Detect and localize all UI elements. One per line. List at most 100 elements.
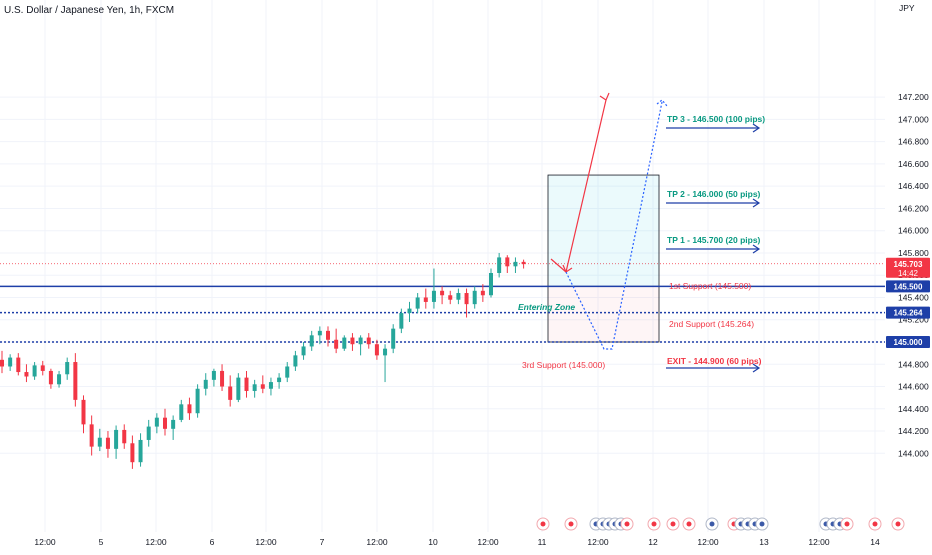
candle-body xyxy=(350,337,355,345)
take-profit-label: TP 1 - 145.700 (20 pips) xyxy=(667,235,761,245)
candle-body xyxy=(252,384,257,391)
time-tick-label: 12:00 xyxy=(477,537,499,547)
candle-body xyxy=(342,337,347,349)
event-marker-dot xyxy=(540,521,546,527)
candle-body xyxy=(32,365,37,377)
take-profit-label: TP 3 - 146.500 (100 pips) xyxy=(667,114,765,124)
target-arrow-head xyxy=(752,198,761,208)
price-tick-label: 147.000 xyxy=(898,114,929,124)
candle-body xyxy=(399,313,404,329)
candle-body xyxy=(374,344,379,356)
candle-body xyxy=(497,257,502,273)
time-tick-label: 12:00 xyxy=(366,537,388,547)
candle-body xyxy=(122,429,127,444)
economic-events[interactable] xyxy=(536,517,905,531)
price-tick-label: 144.000 xyxy=(898,448,929,458)
event-marker-dot xyxy=(709,521,715,527)
candle-body xyxy=(81,399,86,425)
candle-body xyxy=(138,439,143,463)
candle-body xyxy=(179,404,184,420)
event-marker-dot xyxy=(895,521,901,527)
entering-zone-label: Entering Zone xyxy=(518,302,575,312)
time-tick-label: 7 xyxy=(320,537,325,547)
candle-body xyxy=(309,335,314,347)
candles xyxy=(0,252,526,469)
price-tick-label: 146.800 xyxy=(898,137,929,147)
candle-body xyxy=(383,348,388,356)
candle-body xyxy=(146,426,151,440)
time-tick-label: 5 xyxy=(99,537,104,547)
candle-body xyxy=(57,374,62,385)
candle-body xyxy=(244,377,249,391)
candle-body xyxy=(334,339,339,349)
annotations: TP 3 - 146.500 (100 pips) TP 2 - 146.000 … xyxy=(518,114,765,373)
candle-body xyxy=(8,357,13,367)
candle-body xyxy=(187,404,192,414)
time-tick-label: 12:00 xyxy=(145,537,167,547)
price-axis[interactable]: 144.000 144.200 144.400 144.600 144.800 145.0… xyxy=(886,3,930,458)
candle-body xyxy=(73,362,78,400)
candle-body xyxy=(358,337,363,345)
price-tick-label: 146.000 xyxy=(898,226,929,236)
level-price-tag xyxy=(886,306,930,319)
event-marker-dot xyxy=(624,521,630,527)
candle-body xyxy=(0,359,4,367)
projection-paths xyxy=(550,92,668,350)
time-tick-label: 12:00 xyxy=(808,537,830,547)
grid xyxy=(0,0,885,532)
time-tick-label: 12:00 xyxy=(697,537,719,547)
candle-body xyxy=(423,297,428,302)
level-price-tag-text: 145.264 xyxy=(894,309,923,318)
candle-body xyxy=(464,293,469,305)
candle-body xyxy=(236,377,241,400)
level-price-tag xyxy=(886,280,930,293)
support-label: 2nd Support (145.264) xyxy=(669,319,754,329)
time-tick-label: 11 xyxy=(538,537,547,547)
candle-body xyxy=(89,424,94,447)
current-price-tag xyxy=(886,257,930,278)
candle-body xyxy=(24,372,29,377)
time-tick-label: 12:00 xyxy=(34,537,56,547)
candle-body xyxy=(415,297,420,309)
support-label: 3rd Support (145.000) xyxy=(522,360,605,370)
candle-body xyxy=(220,370,225,387)
currency-label: JPY xyxy=(899,3,915,13)
candle-body xyxy=(431,290,436,302)
price-tick-label: 144.800 xyxy=(898,359,929,369)
price-tick-label: 146.600 xyxy=(898,159,929,169)
price-tick-label: 145.400 xyxy=(898,292,929,302)
candle-body xyxy=(16,357,21,373)
time-axis[interactable]: 12:00 5 12:00 6 12:00 7 12:00 10 12:00 11 12:00 12 1… xyxy=(34,537,880,547)
candle-body xyxy=(440,290,445,296)
candle-body xyxy=(480,290,485,296)
candle-body xyxy=(48,370,53,385)
level-price-tag-text: 145.500 xyxy=(894,282,923,291)
time-tick-label: 14 xyxy=(870,537,880,547)
candle-body xyxy=(391,328,396,349)
candle-body xyxy=(228,386,233,400)
time-tick-label: 12:00 xyxy=(255,537,277,547)
arrow-head-up xyxy=(599,92,610,101)
candle-body xyxy=(203,379,208,389)
candle-body xyxy=(448,295,453,300)
trade-zone xyxy=(547,174,660,343)
exit-arrow-head xyxy=(752,363,761,373)
time-tick-label: 13 xyxy=(759,537,769,547)
candle-body xyxy=(195,388,200,414)
candle-body xyxy=(171,419,176,429)
candle-body xyxy=(40,365,45,371)
target-arrow-head xyxy=(752,123,761,133)
candle-body xyxy=(277,377,282,383)
candle-body xyxy=(105,437,110,449)
time-tick-label: 12:00 xyxy=(587,537,609,547)
alternate-path-arrow xyxy=(565,101,663,350)
event-marker-dot xyxy=(759,521,765,527)
take-profit-label: TP 2 - 146.000 (50 pips) xyxy=(667,189,761,199)
candle-body xyxy=(317,330,322,336)
level-price-tag-text: 145.000 xyxy=(894,338,923,347)
price-tick-label: 145.200 xyxy=(898,315,929,325)
time-tick-label: 6 xyxy=(210,537,215,547)
symbol-title[interactable]: U.S. Dollar / Japanese Yen, 1h, FXCM xyxy=(4,5,175,16)
